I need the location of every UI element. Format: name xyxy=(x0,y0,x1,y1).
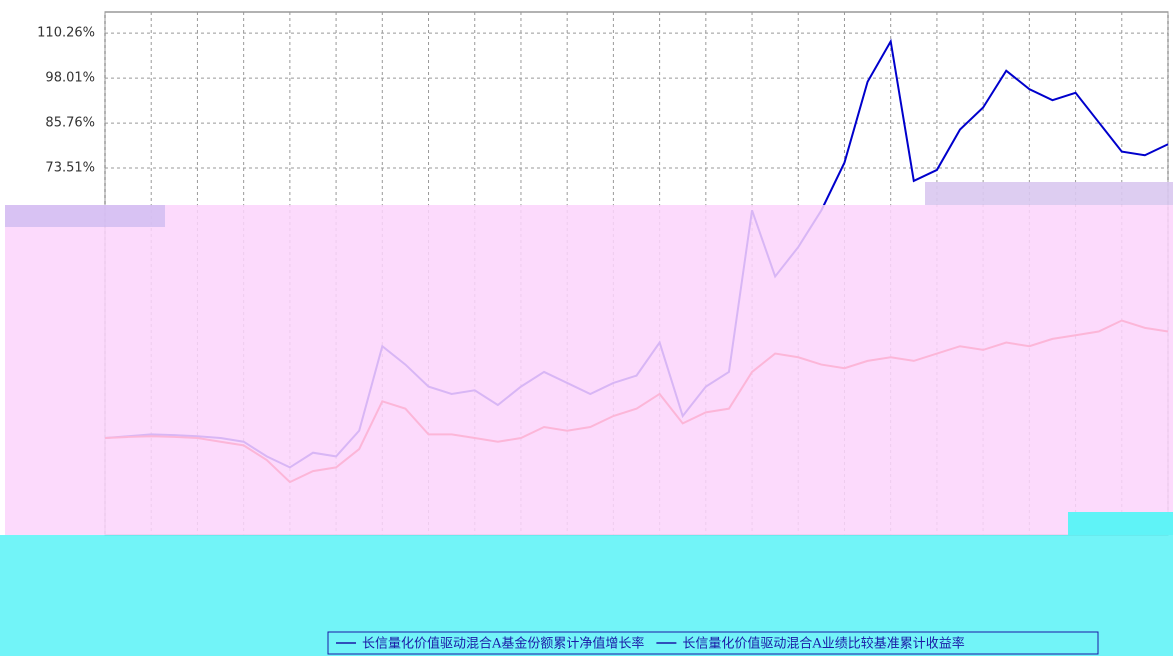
overlay xyxy=(925,182,1173,205)
y-tick-label: 110.26% xyxy=(37,26,95,41)
legend: 长信量化价值驱动混合A基金份额累计净值增长率 长信量化价值驱动混合A业绩比较基准累… xyxy=(327,631,1099,655)
legend-box xyxy=(327,631,1099,655)
overlay xyxy=(5,205,165,227)
overlay xyxy=(5,205,1173,535)
y-tick-label: 73.51% xyxy=(45,161,95,176)
overlay xyxy=(0,535,1173,656)
y-tick-label: 85.76% xyxy=(45,116,95,131)
overlay xyxy=(1068,512,1173,535)
legend-label: 长信量化价值驱动混合A业绩比较基准累计收益率 xyxy=(682,636,964,652)
y-tick-label: 98.01% xyxy=(45,71,95,86)
legend-label: 长信量化价值驱动混合A基金份额累计净值增长率 xyxy=(362,636,644,652)
